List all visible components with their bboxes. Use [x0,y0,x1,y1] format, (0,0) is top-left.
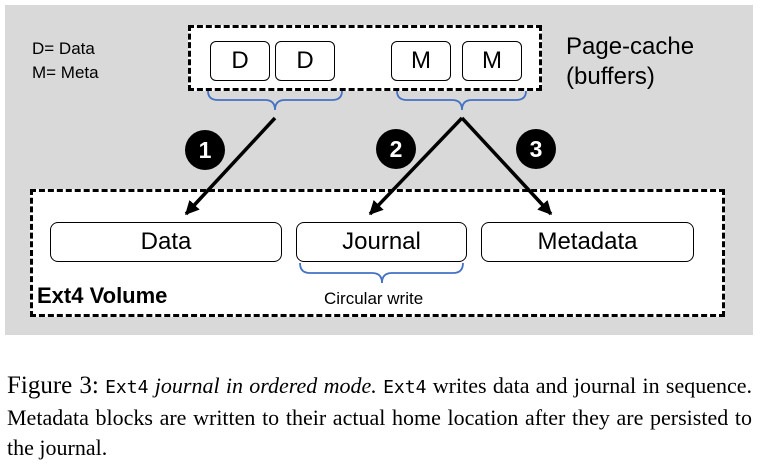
step-2-badge: 2 [376,129,416,169]
volume-label: Ext4 Volume [37,283,168,308]
step-1-badge: 1 [185,130,225,170]
page-cache-label: Page-cache [566,33,695,60]
legend-data: D= Data [32,39,95,58]
figure-number: Figure 3: [7,372,99,399]
journal-region: Journal [296,222,467,262]
caption-italic: journal in ordered mode. [154,373,377,398]
caption-term-ext4: Ext4 [383,377,427,398]
meta-buffer: M [391,41,451,81]
page-cache-sublabel: (buffers) [566,63,655,90]
data-buffer: D [275,41,335,81]
meta-buffer: M [462,41,522,81]
legend-meta: M= Meta [32,63,99,82]
figure-caption: Figure 3: Ext4 journal in ordered mode. … [7,371,752,463]
metadata-region: Metadata [481,222,694,262]
circular-write-label: Circular write [324,289,424,308]
step-3-badge: 3 [516,129,556,169]
caption-term-ext4: Ext4 [105,377,149,398]
caption-body: writes data and journal in sequence. Met… [7,373,753,460]
data-buffer: D [210,41,270,81]
data-region: Data [50,222,282,262]
